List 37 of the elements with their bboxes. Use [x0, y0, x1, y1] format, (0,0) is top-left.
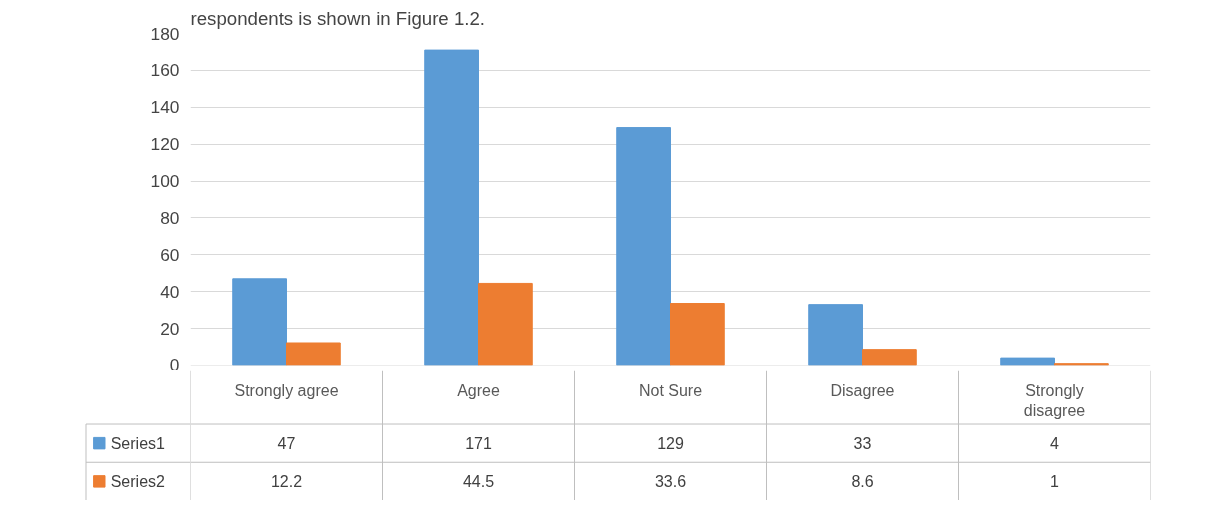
bar [862, 349, 917, 366]
y-tick-label: 120 [150, 134, 180, 155]
data-label: 33 [853, 435, 872, 453]
bar [1000, 357, 1055, 366]
y-tick-label: 20 [160, 318, 180, 339]
text: respondents is shown in Figure 1.2. [190, 7, 486, 29]
bar [808, 304, 863, 366]
bar [616, 127, 671, 366]
legend-label: Series2 [110, 472, 166, 490]
y-tick-label: 160 [150, 60, 180, 81]
x-tick-label: Not Sure [638, 381, 703, 399]
data-label: 1 [1050, 473, 1060, 491]
y-tick-label: 180 [150, 23, 180, 44]
x-tick-label: Strongly disagree [1023, 381, 1086, 420]
y-tick-label: 80 [160, 207, 180, 228]
y-tick-label: 0 [169, 354, 180, 375]
data-label: 171 [465, 435, 492, 453]
legend-label: Series1 [110, 434, 166, 452]
x-tick-label: Agree [457, 381, 500, 399]
y-tick-label: 60 [160, 244, 180, 265]
bar [232, 278, 287, 366]
data-label: 33.6 [654, 473, 687, 491]
y-tick-label: 100 [150, 171, 180, 192]
data-label: 12.2 [270, 473, 303, 491]
y-tick-label: 140 [150, 97, 180, 118]
bar [478, 282, 533, 366]
data-label: 47 [277, 435, 296, 453]
bar [424, 49, 479, 366]
data-label: 8.6 [851, 473, 874, 491]
x-tick-label: Strongly agree [234, 381, 339, 399]
data-label: 44.5 [462, 473, 495, 491]
y-tick-label: 40 [160, 281, 180, 302]
x-tick-label: Disagree [830, 381, 895, 399]
bar [286, 342, 341, 366]
data-label: 4 [1050, 435, 1060, 453]
bar [670, 303, 725, 366]
data-label: 129 [657, 435, 684, 453]
